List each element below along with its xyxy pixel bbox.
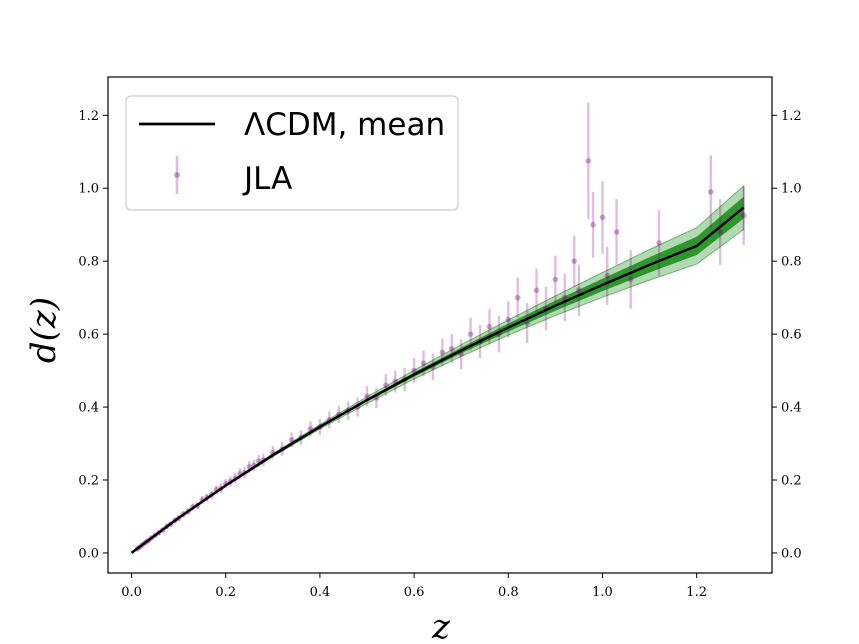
data-point	[717, 229, 723, 235]
x-axis-label: z	[431, 607, 451, 644]
data-point	[656, 240, 662, 246]
y-tick-label-left: 0.4	[78, 401, 99, 416]
data-point	[458, 351, 464, 357]
y-tick-label-left: 1.2	[78, 109, 99, 124]
data-point	[740, 212, 747, 219]
y-tick-label-right: 0.6	[781, 328, 802, 343]
y-tick-label-right: 0.8	[781, 255, 802, 270]
y-tick-label-right: 1.0	[781, 182, 802, 197]
y-tick-label-left: 1.0	[78, 182, 99, 197]
data-point	[552, 276, 559, 283]
x-tick-label: 0.8	[498, 585, 519, 600]
y-tick-label-left: 0.6	[78, 328, 99, 343]
band-outer	[131, 184, 745, 554]
data-point	[467, 331, 474, 337]
x-tick-label: 0.2	[215, 585, 236, 600]
y-axis-label: d(z)	[24, 297, 64, 363]
data-point	[585, 158, 592, 164]
data-point	[486, 324, 493, 330]
legend-label-jla: JLA	[242, 161, 292, 197]
y-tick-label-right: 0.2	[781, 474, 802, 489]
x-tick-label: 0.0	[121, 585, 142, 600]
mean-line	[130, 206, 745, 554]
data-point	[561, 294, 568, 301]
data-point	[439, 349, 446, 356]
data-point	[505, 316, 512, 323]
y-tick-label-left: 0.0	[78, 546, 99, 561]
y-tick-label-left: 0.8	[78, 255, 99, 270]
band-inner	[131, 196, 744, 553]
data-point	[571, 258, 578, 264]
x-tick-label: 1.2	[686, 585, 707, 600]
data-point	[420, 360, 427, 367]
x-tick-label: 1.0	[592, 585, 613, 600]
x-tick-label: 0.6	[404, 585, 425, 600]
data-point	[288, 437, 295, 443]
data-point	[707, 189, 714, 195]
data-point	[533, 287, 540, 294]
data-point	[613, 229, 620, 235]
legend: ΛCDM, mean JLA	[125, 95, 459, 211]
legend-label-mean: ΛCDM, mean	[244, 107, 445, 143]
data-point	[411, 367, 417, 374]
mean-line-layer	[130, 206, 745, 554]
data-point	[576, 287, 582, 294]
plot-frame	[107, 76, 773, 574]
y-axis-label-group: d(z)	[24, 297, 64, 363]
data-point	[524, 320, 530, 326]
data-point	[604, 272, 610, 279]
data-point	[364, 393, 370, 399]
data-point	[590, 221, 596, 228]
data-point	[448, 345, 455, 352]
data-point	[599, 214, 606, 221]
y-tick-label-right: 0.0	[781, 546, 802, 561]
data-point	[514, 294, 521, 301]
x-tick-label: 0.4	[310, 585, 331, 600]
data-point	[627, 276, 634, 283]
confidence-band-layer	[131, 184, 745, 554]
y-tick-label-right: 0.4	[781, 401, 802, 416]
y-tick-label-right: 1.2	[781, 109, 802, 124]
y-tick-label-left: 0.2	[78, 474, 99, 489]
data-point	[383, 382, 389, 388]
legend-point-swatch	[174, 172, 180, 178]
axes-layer: 0.0 0.2 0.4 0.6 0.8 1.0 1.2 0.0 0.0 0.2 0.2 0.4 0.4 0…	[78, 109, 801, 600]
